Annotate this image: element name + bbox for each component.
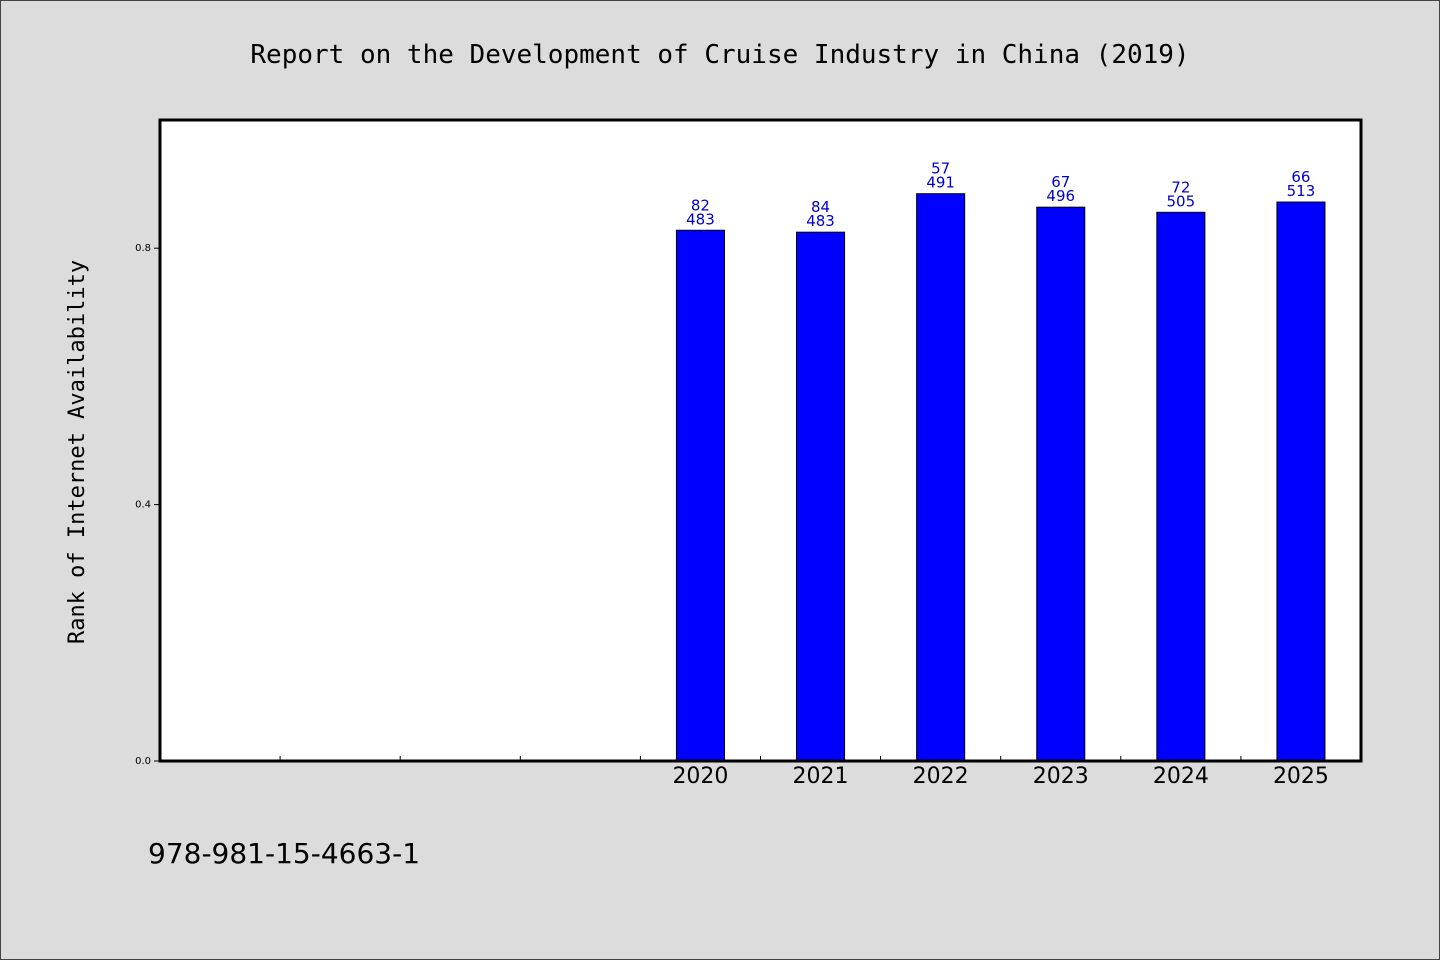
data-label-top-2021: 84 <box>811 198 830 216</box>
data-label-bottom-2020: 483 <box>686 210 715 228</box>
bar-2025 <box>1276 201 1326 762</box>
x-tick-label-2023: 2023 <box>1033 764 1089 789</box>
y-axis-ticks: 0.0 0.4 0.8 <box>135 243 160 767</box>
y-axis-label: Rank of Internet Availability <box>65 260 90 644</box>
bar-2020 <box>675 229 725 762</box>
data-label-top-2022: 57 <box>931 160 950 178</box>
bars-layer <box>675 193 1326 762</box>
data-label-bottom-2023: 496 <box>1046 187 1075 205</box>
bar-2024 <box>1156 211 1206 762</box>
chart-title: Report on the Development of Cruise Indu… <box>250 40 1189 70</box>
y-tick-label: 0.8 <box>135 243 151 254</box>
data-label-top-2025: 66 <box>1291 168 1310 186</box>
y-tick-label: 0.4 <box>135 500 151 511</box>
x-tick-label-2024: 2024 <box>1153 764 1209 789</box>
data-label-bottom-2021: 483 <box>806 212 835 230</box>
bar-2023 <box>1036 206 1086 762</box>
x-tick-label-2022: 2022 <box>913 764 969 789</box>
x-tick-label-2021: 2021 <box>793 764 849 789</box>
plot-border <box>158 118 1363 763</box>
data-label-top-2024: 72 <box>1171 178 1190 196</box>
data-label-bottom-2025: 513 <box>1287 182 1316 200</box>
x-axis-ticks: 2020 2021 2022 2023 2024 2025 <box>279 756 1329 789</box>
data-label-bottom-2022: 491 <box>926 174 955 192</box>
bar-2022 <box>916 193 966 762</box>
x-tick-label-2025: 2025 <box>1273 764 1329 789</box>
y-tick-label: 0.0 <box>135 756 151 767</box>
isbn-label: 978-981-15-4663-1 <box>148 837 420 870</box>
data-label-top-2023: 67 <box>1051 173 1070 191</box>
bar-2021 <box>796 231 846 762</box>
data-label-top-2020: 82 <box>691 196 710 214</box>
data-label-bottom-2024: 505 <box>1167 192 1196 210</box>
x-tick-label-2020: 2020 <box>672 764 728 789</box>
